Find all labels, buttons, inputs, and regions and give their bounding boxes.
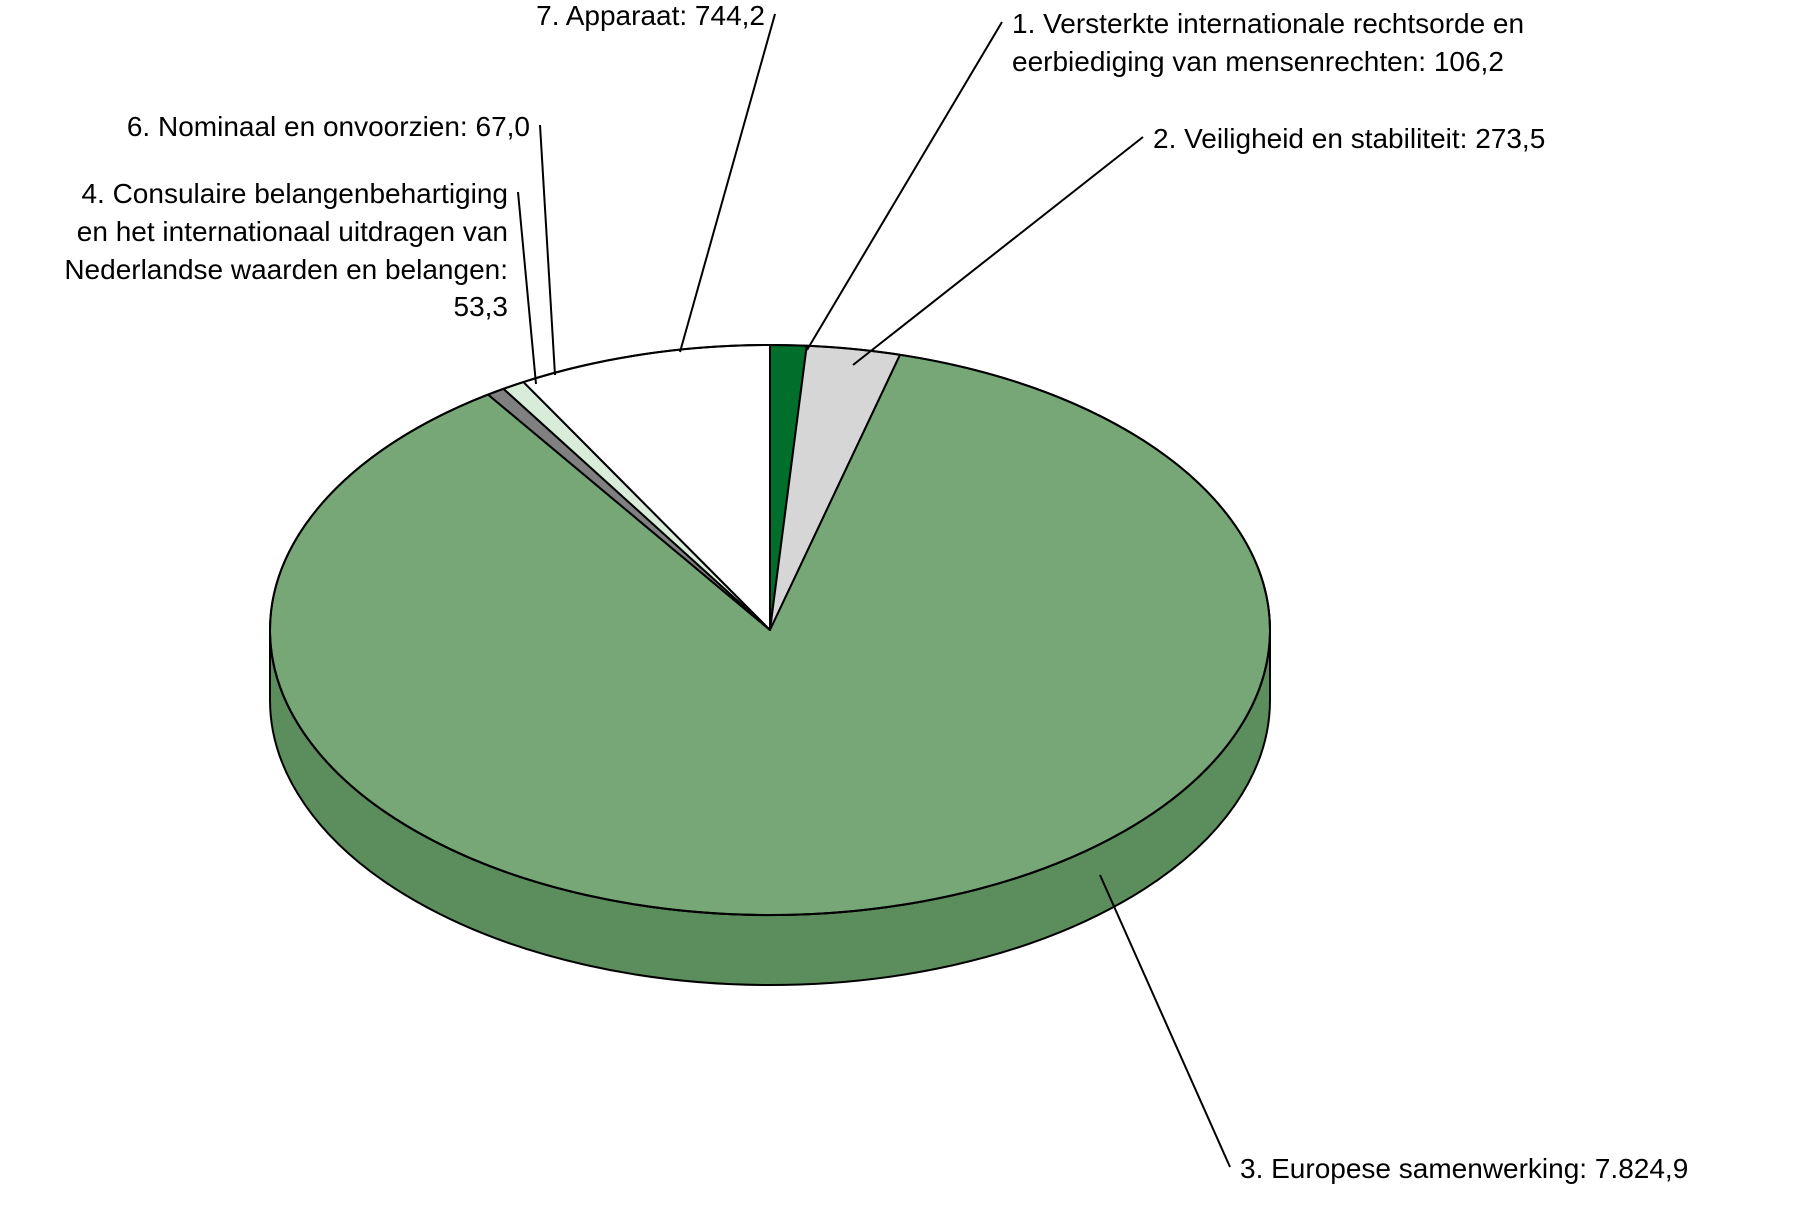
label-slice4-line1: 4. Consulaire belangenbehartiging [81,178,508,209]
label-slice1-line1: 1. Versterkte internationale rechtsorde … [1012,8,1524,39]
leader-slice2 [853,137,1143,365]
label-slice2-line1: 2. Veiligheid en stabiliteit: 273,5 [1153,123,1545,154]
label-slice4-line2: en het internationaal uitdragen van [77,216,508,247]
leader-slice1 [807,22,1002,350]
label-slice3-line1: 3. Europese samenwerking: 7.824,9 [1240,1153,1688,1184]
label-slice6-line1: 6. Nominaal en onvoorzien: 67,0 [127,111,530,142]
leader-slice6 [540,125,555,375]
label-slice1: 1. Versterkte internationale rechtsorde … [1012,5,1524,81]
label-slice4: 4. Consulaire belangenbehartiging en het… [64,175,508,326]
leader-slice7 [680,14,775,352]
label-slice4-line4: 53,3 [454,291,509,322]
label-slice6: 6. Nominaal en onvoorzien: 67,0 [127,108,530,146]
leader-slice3 [1100,875,1230,1167]
pie-tops [270,345,1270,915]
label-slice2: 2. Veiligheid en stabiliteit: 273,5 [1153,120,1545,158]
label-slice7-line1: 7. Apparaat: 744,2 [536,0,765,31]
label-slice4-line3: Nederlandse waarden en belangen: [64,254,508,285]
label-slice1-line2: eerbiediging van mensenrechten: 106,2 [1012,46,1504,77]
pie-chart-3d: 1. Versterkte internationale rechtsorde … [0,0,1808,1211]
label-slice3: 3. Europese samenwerking: 7.824,9 [1240,1150,1688,1188]
label-slice7: 7. Apparaat: 744,2 [536,0,765,35]
leader-slice4 [518,192,536,384]
